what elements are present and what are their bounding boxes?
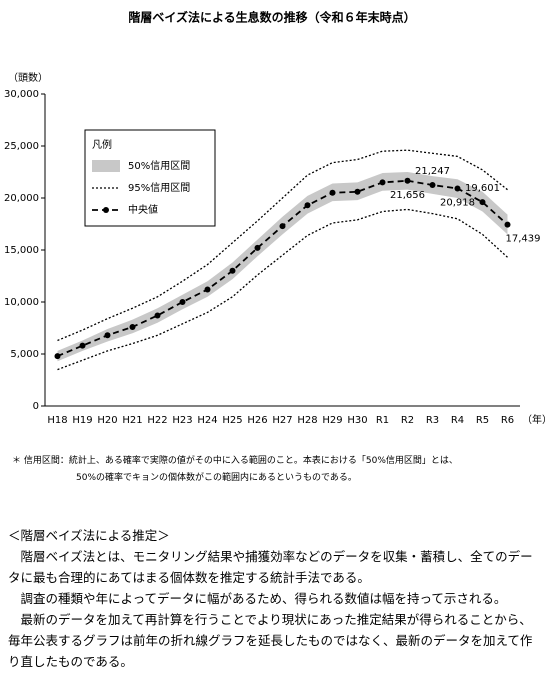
median-point: [304, 202, 311, 209]
median-point: [354, 188, 361, 195]
median-point: [129, 323, 136, 330]
section: ＜階層ベイズ法による推定＞ 階層ベイズ法とは、モニタリング結果や捕獲効率などのデ…: [8, 525, 538, 672]
x-tick-label: H30: [347, 415, 367, 426]
median-point: [504, 221, 511, 228]
x-tick-label: R2: [401, 415, 414, 426]
footnote: ＊ 信用区間：統計上、ある確率で実際の値がその中に入る範囲のこと。本表における「…: [12, 456, 458, 466]
x-tick-label: H18: [47, 415, 67, 426]
x-tick-label: R1: [376, 415, 389, 426]
median-point: [79, 342, 86, 349]
x-axis-label: （年）: [522, 413, 545, 426]
x-tick-label: H24: [197, 415, 217, 426]
y-axis-label: （頭数）: [8, 71, 48, 84]
value-label: 21,247: [415, 166, 450, 177]
y-tick-label: 10,000: [4, 297, 39, 308]
y-tick-label: 20,000: [4, 193, 39, 204]
x-tick-label: H19: [72, 415, 92, 426]
x-tick-label: R6: [501, 415, 514, 426]
paragraph: 階層ベイズ法とは、モニタリング結果や捕獲効率などのデータを収集・蓄積し、全てのデ…: [8, 549, 533, 585]
median-point: [429, 182, 436, 189]
median-point: [404, 177, 411, 184]
credible-line-95: [57, 208, 508, 371]
median-point: [479, 199, 486, 206]
y-tick-label: 5,000: [10, 349, 39, 360]
x-tick-label: H23: [172, 415, 192, 426]
value-label: 19,601: [465, 183, 500, 194]
x-tick-label: R4: [451, 415, 464, 426]
median-point: [54, 353, 61, 360]
chart: 階層ベイズ法による生息数の推移（令和６年末時点） （頭数） （年） 0 5,000…: [4, 10, 545, 427]
credible-line-95: [57, 149, 508, 342]
value-label: 21,656: [390, 190, 425, 201]
legend-label: 50%信用区間: [128, 160, 190, 172]
median-point: [104, 332, 111, 339]
legend-label: 中央値: [128, 203, 158, 216]
y-tick-label: 30,000: [4, 89, 39, 100]
median-point: [154, 312, 161, 319]
chart-title: 階層ベイズ法による生息数の推移（令和６年末時点）: [128, 10, 415, 25]
value-label: 17,439: [506, 234, 541, 245]
credible-band-50: [57, 172, 508, 362]
legend-label: 95%信用区間: [128, 182, 190, 194]
median-point: [254, 244, 261, 251]
median-point: [329, 189, 336, 196]
value-label: 20,918: [440, 197, 475, 208]
median-point: [179, 299, 186, 305]
y-tick-label: 15,000: [4, 245, 39, 256]
footnote: 50%の確率でキョンの個体数がこの範囲内にあるというものである。: [76, 473, 357, 483]
paragraph: 調査の種類や年によってデータに幅があるため、得られる数値は幅を持って示される。: [8, 591, 507, 606]
y-tick-label: 25,000: [4, 141, 39, 152]
x-tick-label: H20: [97, 415, 117, 426]
x-tick-label: H27: [272, 415, 292, 426]
x-tick-label: H29: [322, 415, 342, 426]
median-point: [204, 286, 211, 293]
median-point: [454, 185, 461, 192]
section-heading: ＜階層ベイズ法による推定＞: [8, 528, 170, 543]
median-point: [229, 267, 236, 274]
legend-title: 凡例: [92, 138, 112, 151]
x-tick-label: H25: [222, 415, 242, 426]
median-point: [279, 223, 286, 230]
x-tick-label: R3: [426, 415, 439, 426]
x-tick-label: H26: [247, 415, 267, 426]
legend-swatch: [103, 207, 109, 213]
x-tick-label: H22: [147, 415, 167, 426]
paragraph: 最新のデータを加えて再計算を行うことでより現状にあった推定結果が得られることから…: [8, 612, 533, 669]
y-tick-label: 0: [33, 401, 39, 412]
x-tick-label: H21: [122, 415, 142, 426]
legend-swatch: [92, 160, 120, 172]
x-tick-label: R5: [476, 415, 489, 426]
median-point: [379, 179, 386, 186]
x-tick-label: H28: [297, 415, 317, 426]
